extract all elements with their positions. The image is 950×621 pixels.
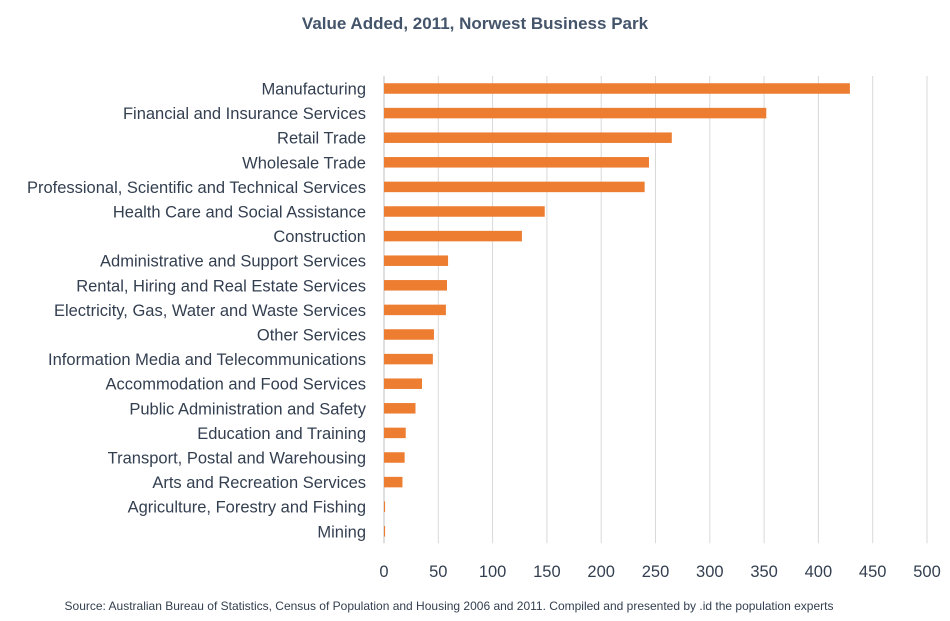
bar	[384, 132, 672, 143]
x-tick-label: 0	[379, 563, 388, 581]
category-label: Electricity, Gas, Water and Waste Servic…	[54, 302, 366, 320]
bar	[384, 501, 386, 512]
category-label: Construction	[273, 228, 366, 246]
category-label: Professional, Scientific and Technical S…	[27, 179, 366, 197]
bar	[384, 230, 522, 242]
x-axis-ticks: 0 50 100 150 200 250 300 350 400 450 500	[379, 563, 940, 581]
x-tick-label: 450	[859, 563, 887, 581]
bar	[384, 329, 434, 340]
source-note: Source: Australian Bureau of Statistics,…	[65, 599, 834, 613]
x-tick-label: 50	[429, 563, 447, 581]
bar	[384, 353, 433, 365]
bar	[384, 107, 767, 119]
category-label: Mining	[317, 523, 366, 541]
category-label: Public Administration and Safety	[129, 400, 366, 418]
x-tick-label: 350	[750, 563, 778, 581]
bar	[384, 378, 423, 389]
bar	[384, 181, 645, 193]
bar	[384, 280, 447, 291]
bar	[384, 526, 386, 537]
x-tick-label: 250	[642, 563, 670, 581]
x-tick-label: 300	[696, 563, 724, 581]
bar	[384, 427, 406, 439]
bar	[384, 304, 446, 316]
bar	[384, 255, 449, 266]
category-label: Arts and Recreation Services	[152, 474, 366, 492]
bars	[384, 83, 850, 537]
x-tick-label: 200	[587, 563, 615, 581]
category-label: Administrative and Support Services	[100, 253, 366, 271]
category-label: Health Care and Social Assistance	[113, 204, 366, 222]
category-label: Other Services	[257, 327, 366, 345]
bar	[384, 403, 416, 414]
x-tick-label: 400	[805, 563, 833, 581]
category-label: Manufacturing	[261, 81, 366, 99]
bar	[384, 206, 545, 217]
bar	[384, 157, 649, 168]
bar	[384, 452, 405, 463]
gridlines	[383, 76, 928, 544]
x-tick-label: 150	[533, 563, 561, 581]
bar	[384, 83, 850, 94]
category-label: Wholesale Trade	[242, 154, 366, 172]
bar	[384, 476, 403, 488]
category-label: Rental, Hiring and Real Estate Services	[76, 277, 366, 295]
category-label: Retail Trade	[277, 130, 366, 148]
x-tick-label: 100	[479, 563, 507, 581]
category-label: Financial and Insurance Services	[123, 105, 366, 123]
category-label: Transport, Postal and Warehousing	[108, 450, 366, 468]
category-label: Education and Training	[197, 425, 366, 443]
x-tick-label: 500	[913, 563, 941, 581]
chart-title: Value Added, 2011, Norwest Business Park	[302, 14, 649, 33]
category-label: Agriculture, Forestry and Fishing	[128, 499, 366, 517]
category-label: Accommodation and Food Services	[106, 376, 366, 394]
category-label: Information Media and Telecommunications	[48, 351, 366, 369]
category-labels: Manufacturing Financial and Insurance Ser…	[27, 81, 367, 542]
